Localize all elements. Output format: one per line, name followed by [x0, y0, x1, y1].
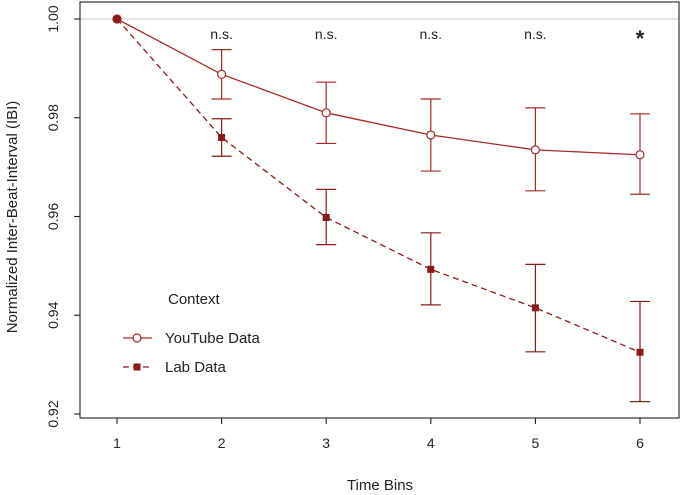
x-tick-label: 6 — [636, 435, 644, 451]
y-axis-title: Normalized Inter-Beat-Interval (IBI) — [4, 101, 21, 334]
y-tick-label: 1.00 — [45, 5, 61, 32]
legend-title: Context — [168, 291, 221, 308]
plot-border — [79, 1, 680, 419]
legend-label-lab: Lab Data — [165, 359, 227, 376]
data-point — [218, 134, 226, 141]
plot-frame — [79, 1, 680, 419]
legend-marker-youtube — [132, 333, 142, 343]
significance-label: n.s. — [420, 26, 443, 42]
data-point — [217, 69, 227, 79]
data-point — [321, 108, 331, 118]
data-point — [530, 145, 541, 155]
series-lab — [113, 15, 650, 403]
data-point — [426, 130, 436, 140]
y-tick-label: 0.96 — [45, 203, 61, 230]
x-tick-label: 2 — [218, 435, 226, 451]
x-tick-label: 5 — [532, 435, 540, 451]
legend-marker-lab — [133, 363, 141, 371]
significance-label: n.s. — [315, 26, 338, 42]
data-point — [322, 213, 330, 221]
y-tick-label: 0.98 — [45, 104, 61, 131]
x-tick-label: 4 — [427, 435, 435, 451]
series-layer — [112, 14, 650, 403]
legend-label-youtube: YouTube Data — [165, 330, 260, 347]
significance-label: n.s. — [524, 26, 547, 42]
x-axis-title: Time Bins — [347, 477, 413, 494]
y-tick-label: 0.92 — [45, 400, 61, 427]
x-tick-label: 3 — [322, 435, 330, 451]
data-point — [427, 265, 435, 273]
axes: 1 2 3 4 5 6 0.92 0.94 0.96 0.98 1.00 — [45, 5, 644, 451]
data-point — [636, 348, 644, 356]
series-line — [116, 18, 641, 156]
series-line — [116, 18, 641, 353]
significance-annotations: n.s. n.s. n.s. n.s. * — [210, 26, 644, 51]
significance-label: * — [636, 26, 645, 51]
significance-label: n.s. — [210, 26, 233, 42]
legend: Context YouTube Data Lab Data — [123, 291, 260, 376]
data-point — [113, 15, 121, 23]
y-tick-label: 0.94 — [45, 301, 61, 328]
x-tick-label: 1 — [113, 435, 121, 451]
series-youtube — [112, 14, 650, 195]
data-point — [635, 150, 645, 160]
data-point — [531, 304, 539, 312]
